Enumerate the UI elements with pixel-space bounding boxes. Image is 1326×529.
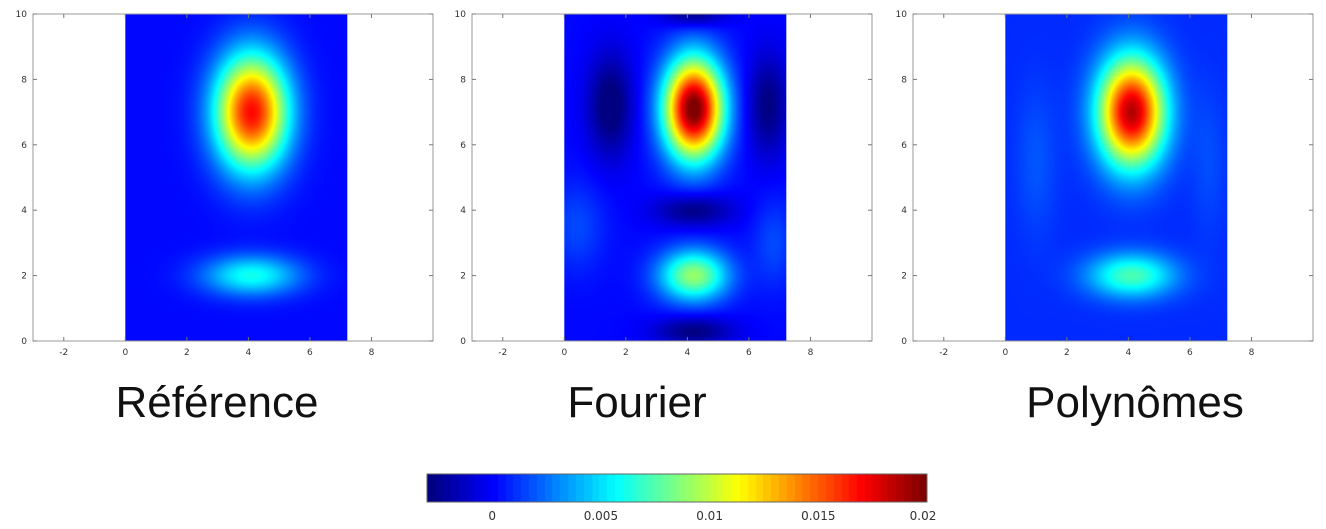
colorbar-tick-label: 0.01 [696,509,723,523]
y-tick-label: 8 [901,75,907,85]
x-tick-label: 8 [808,348,814,358]
x-tick-label: 4 [1126,348,1132,358]
y-tick-label: 10 [455,10,467,20]
x-tick-label: 6 [746,348,752,358]
heatmap-panel-polynomes: -2 0 2 4 6 8 0 2 4 6 8 10 [896,10,1314,358]
x-tick-label: 8 [369,348,375,358]
y-tick-label: 2 [21,272,27,282]
panel-title-fourier: Fourier [567,378,707,427]
x-tick-label: 4 [246,348,252,358]
y-tick-label: 6 [901,141,907,151]
x-tick-label: -2 [59,348,68,358]
y-tick-label: 10 [16,10,28,20]
colorbar-frame [426,473,928,503]
colorbar-gradient [427,474,927,502]
y-tick-label: 6 [21,141,27,151]
panel-title-polynomes: Polynômes [1026,378,1244,427]
heatmap-panel-reference: -2 0 2 4 6 8 0 2 4 6 8 10 [16,10,434,358]
x-tick-label: 2 [1064,348,1070,358]
y-tick-label: 8 [460,75,466,85]
y-tick-label: 6 [460,141,466,151]
x-tick-label: 2 [184,348,190,358]
colorbar-tick-label: 0.005 [584,509,618,523]
colorbar-tick-label: 0.02 [910,509,937,523]
x-tick-label: -2 [498,348,507,358]
heatmap-field-reference [125,14,348,341]
x-tick-label: 6 [1187,348,1193,358]
plot-frame [32,13,434,342]
heatmap-panels: -2 0 2 4 6 8 0 2 4 6 8 10 -2 0 2 4 6 8 0 2 4 6 8 10 -2 0 2 4 6 8 0 2 4 6 8… [16,10,1314,358]
x-tick-label: 0 [1002,348,1008,358]
x-tick-label: 8 [1249,348,1255,358]
x-tick-label: -2 [939,348,948,358]
heatmap-field-fourier [564,14,787,341]
y-tick-label: 0 [460,337,466,347]
panel-title-reference: Référence [115,378,319,427]
plot-frame [471,13,873,342]
y-tick-label: 8 [21,75,27,85]
colorbar-tick-label: 0.015 [801,509,835,523]
y-tick-label: 0 [901,337,907,347]
y-tick-label: 4 [460,206,466,216]
plot-frame [912,13,1314,342]
x-tick-label: 0 [122,348,128,358]
colorbar-tick-label: 0 [488,509,496,523]
y-tick-label: 2 [460,272,466,282]
x-tick-label: 6 [307,348,313,358]
y-tick-label: 0 [21,337,27,347]
y-tick-label: 10 [896,10,908,20]
y-tick-label: 4 [21,206,27,216]
y-tick-label: 2 [901,272,907,282]
x-tick-label: 0 [561,348,567,358]
heatmap-field-polynomes [1005,14,1228,341]
x-tick-label: 4 [685,348,691,358]
colorbar: 0 0.005 0.01 0.015 0.02 [426,473,937,523]
y-tick-label: 4 [901,206,907,216]
heatmap-panel-fourier: -2 0 2 4 6 8 0 2 4 6 8 10 [455,10,873,358]
x-tick-label: 2 [623,348,629,358]
